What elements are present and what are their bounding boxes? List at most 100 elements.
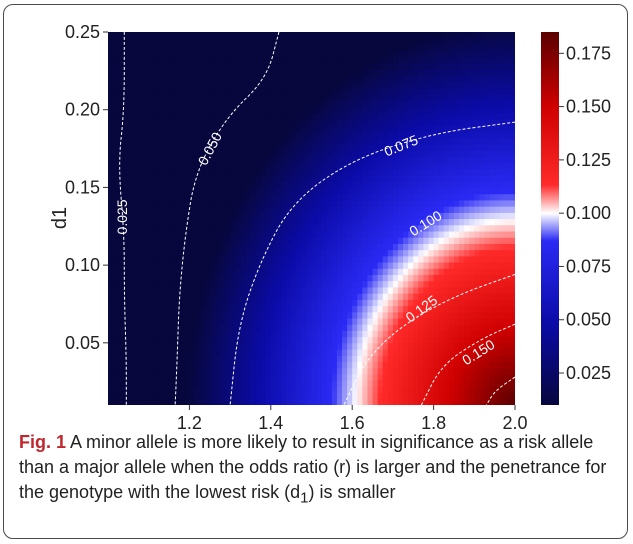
heatmap-cell — [387, 386, 394, 394]
heatmap-cell — [509, 174, 515, 182]
heatmap-cell — [326, 255, 333, 263]
heatmap-cell — [438, 230, 445, 238]
heatmap-cell — [484, 69, 491, 77]
heatmap-cell — [230, 237, 236, 244]
heatmap-cell — [489, 150, 496, 157]
heatmap-cell — [464, 168, 470, 176]
heatmap-cell — [484, 324, 491, 331]
heatmap-cell — [133, 75, 140, 83]
heatmap-cell — [179, 193, 185, 201]
heatmap-cell — [209, 230, 216, 238]
heatmap-cell — [316, 187, 323, 195]
heatmap-cell — [423, 255, 430, 263]
heatmap-cell — [321, 206, 328, 213]
heatmap-cell — [209, 249, 216, 257]
heatmap-cell — [179, 50, 185, 58]
heatmap-cell — [342, 286, 348, 294]
heatmap-cell — [286, 38, 292, 46]
heatmap-cell — [316, 69, 323, 77]
heatmap-cell — [499, 373, 506, 381]
heatmap-cell — [443, 380, 450, 387]
heatmap-cell — [270, 237, 277, 244]
heatmap-cell — [418, 38, 425, 46]
heatmap-cell — [143, 174, 150, 182]
heatmap-cell — [352, 280, 358, 288]
heatmap-cell — [484, 143, 491, 151]
heatmap-cell — [459, 87, 465, 95]
heatmap-cell — [392, 174, 399, 182]
heatmap-cell — [428, 398, 435, 405]
heatmap-cell — [448, 367, 455, 375]
heatmap-cell — [453, 50, 460, 58]
heatmap-cell — [484, 311, 491, 319]
heatmap-cell — [113, 75, 119, 83]
heatmap-cell — [169, 174, 175, 182]
heatmap-cell — [489, 336, 496, 344]
heatmap-cell — [352, 81, 358, 89]
heatmap-cell — [275, 32, 282, 39]
heatmap-cell — [275, 50, 282, 58]
heatmap-cell — [204, 336, 211, 344]
heatmap-cell — [438, 280, 445, 288]
heatmap-cell — [489, 280, 496, 288]
heatmap-cell — [423, 193, 430, 201]
heatmap-cell — [240, 255, 246, 263]
heatmap-cell — [184, 349, 190, 356]
heatmap-cell — [352, 156, 358, 164]
heatmap-cell — [392, 212, 399, 220]
heatmap-cell — [331, 168, 338, 176]
heatmap-cell — [138, 137, 145, 145]
heatmap-cell — [214, 206, 221, 213]
heatmap-cell — [469, 32, 475, 39]
heatmap-cell — [362, 168, 369, 176]
heatmap-cell — [362, 137, 369, 145]
heatmap-cell — [301, 75, 308, 83]
heatmap-cell — [184, 324, 190, 331]
heatmap-cell — [280, 367, 287, 375]
heatmap-cell — [392, 311, 399, 319]
heatmap-cell — [194, 100, 201, 108]
heatmap-cell — [143, 355, 150, 363]
heatmap-cell — [342, 106, 348, 114]
heatmap-cell — [199, 94, 206, 101]
heatmap-cell — [265, 38, 272, 46]
heatmap-cell — [194, 75, 201, 83]
heatmap-cell — [204, 255, 211, 263]
heatmap-cell — [443, 386, 450, 394]
heatmap-cell — [392, 336, 399, 344]
heatmap-cell — [158, 44, 165, 52]
heatmap-cell — [255, 106, 262, 114]
heatmap-cell — [250, 44, 257, 52]
heatmap-cell — [336, 112, 343, 120]
heatmap-cell — [428, 224, 435, 232]
heatmap-cell — [342, 100, 348, 108]
heatmap-cell — [275, 336, 282, 344]
heatmap-cell — [331, 274, 338, 282]
heatmap-cell — [214, 392, 221, 400]
heatmap-cell — [260, 69, 267, 77]
heatmap-cell — [260, 187, 267, 195]
heatmap-cell — [280, 286, 287, 294]
heatmap-cell — [204, 100, 211, 108]
heatmap-cell — [489, 94, 496, 101]
heatmap-cell — [219, 150, 226, 157]
heatmap-cell — [260, 317, 267, 325]
heatmap-cell — [357, 293, 363, 300]
heatmap-cell — [123, 237, 129, 244]
heatmap-cell — [301, 398, 308, 405]
heatmap-cell — [423, 237, 430, 244]
heatmap-cell — [443, 181, 450, 189]
heatmap-cell — [448, 342, 455, 350]
heatmap-cell — [133, 255, 140, 263]
heatmap-cell — [403, 386, 409, 394]
heatmap-cell — [382, 75, 389, 83]
heatmap-cell — [387, 237, 394, 244]
heatmap-cell — [397, 131, 404, 139]
heatmap-cell — [138, 324, 145, 331]
heatmap-cell — [169, 44, 175, 52]
heatmap-cell — [143, 317, 150, 325]
heatmap-cell — [372, 50, 379, 58]
heatmap-cell — [179, 181, 185, 189]
heatmap-cell — [230, 249, 236, 257]
heatmap-cell — [443, 392, 450, 400]
